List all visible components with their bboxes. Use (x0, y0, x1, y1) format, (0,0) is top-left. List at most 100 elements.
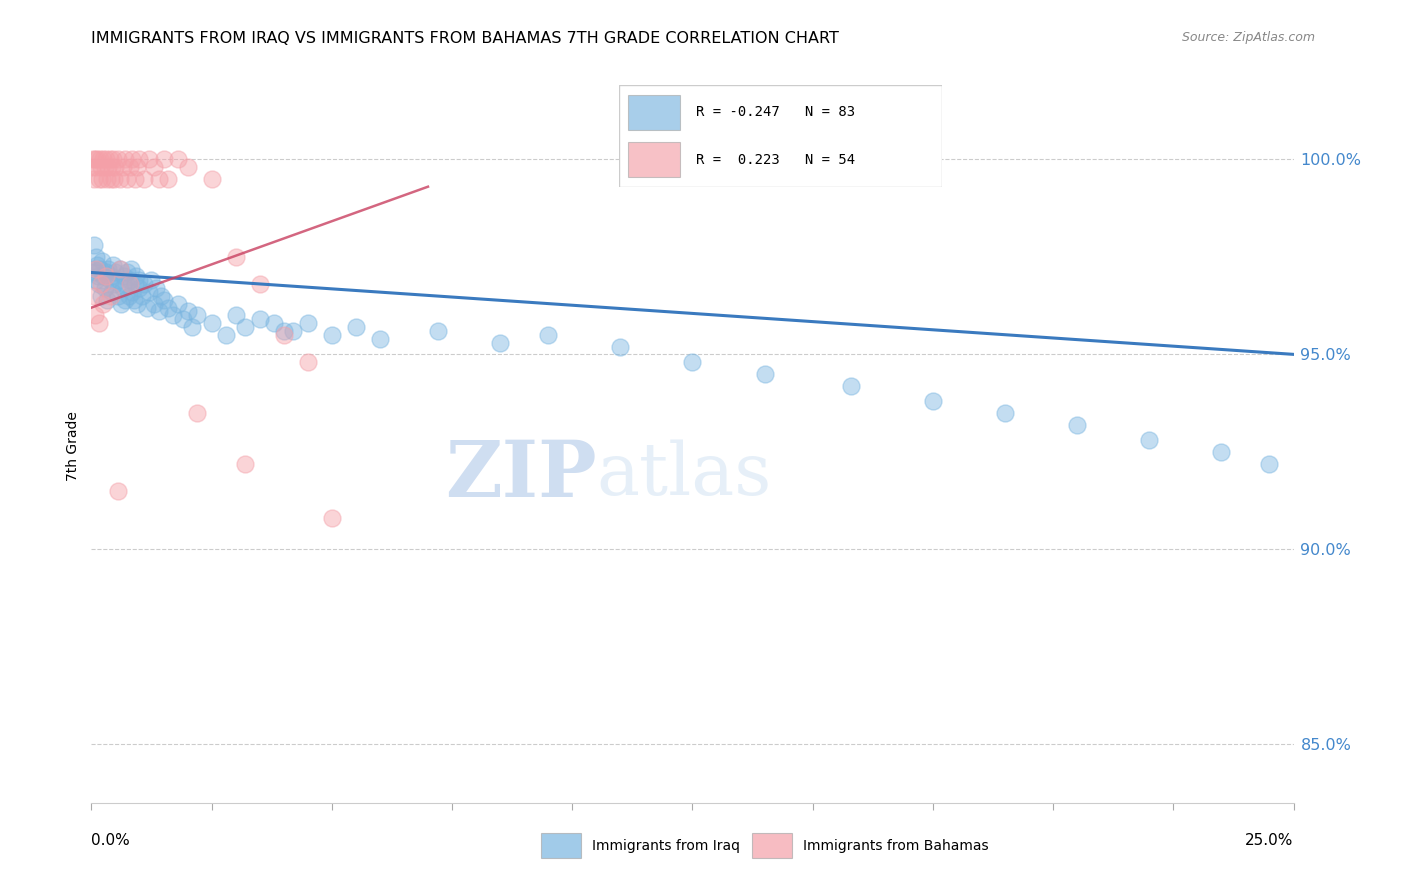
Point (93, 296, 115, 310)
Point (176, 304, 198, 318)
Point (150, 289, 173, 303)
Point (84, 250, 107, 264)
Point (84, 153, 107, 167)
Y-axis label: 7th Grade: 7th Grade (66, 411, 80, 481)
Point (344, 320, 367, 334)
Text: atlas: atlas (596, 439, 772, 510)
Point (89, 261, 111, 276)
Point (110, 261, 132, 276)
Point (121, 285, 143, 299)
Point (94, 281, 117, 295)
Point (90, 160, 112, 174)
Point (118, 160, 141, 174)
Point (839, 378, 862, 392)
Point (134, 172, 156, 186)
Point (225, 309, 247, 323)
Point (124, 172, 146, 186)
Point (128, 153, 150, 167)
Point (1258, 457, 1281, 471)
Point (98, 273, 121, 287)
Point (100, 172, 122, 186)
Point (86, 153, 108, 167)
Point (118, 273, 141, 287)
Point (103, 277, 125, 292)
Point (84, 273, 107, 287)
Point (128, 273, 150, 287)
Point (157, 301, 180, 315)
Point (125, 160, 148, 174)
Point (87, 316, 110, 330)
Point (609, 340, 631, 354)
Point (100, 269, 122, 284)
Point (1211, 445, 1233, 459)
Point (110, 296, 132, 310)
Point (142, 296, 165, 310)
Point (87, 172, 110, 186)
Point (120, 261, 142, 276)
Point (83, 289, 105, 303)
Point (98, 153, 121, 167)
Point (94, 160, 117, 174)
Point (115, 277, 138, 292)
Point (107, 483, 129, 498)
Point (87, 269, 110, 284)
Point (138, 153, 160, 167)
Point (100, 289, 122, 303)
Point (148, 304, 170, 318)
Point (83, 238, 105, 252)
Point (426, 324, 449, 338)
Text: R = -0.247   N = 83: R = -0.247 N = 83 (696, 105, 855, 120)
Point (142, 160, 165, 174)
Point (107, 289, 129, 303)
Point (124, 269, 146, 284)
Point (82, 160, 104, 174)
Point (297, 316, 319, 330)
Point (233, 457, 256, 471)
Point (321, 327, 343, 342)
Point (90, 277, 112, 292)
Point (84, 160, 107, 174)
Point (145, 281, 167, 295)
Point (167, 296, 190, 310)
Text: Source: ZipAtlas.com: Source: ZipAtlas.com (1181, 31, 1315, 45)
Point (97, 160, 120, 174)
Point (100, 285, 122, 299)
Point (157, 172, 180, 186)
Point (186, 309, 208, 323)
Point (112, 269, 135, 284)
Point (108, 273, 131, 287)
Bar (628, 95, 681, 130)
Point (101, 258, 124, 272)
Point (117, 265, 139, 279)
Point (233, 320, 256, 334)
Point (489, 335, 512, 350)
Point (104, 265, 127, 279)
Point (141, 273, 163, 287)
Point (121, 153, 143, 167)
Point (83, 172, 105, 186)
Point (215, 327, 238, 342)
Point (135, 301, 157, 315)
Point (134, 277, 156, 292)
Point (131, 289, 153, 303)
Point (273, 324, 295, 338)
Point (83, 265, 105, 279)
Point (100, 160, 122, 174)
Point (107, 153, 129, 167)
Point (87, 277, 110, 292)
Point (111, 160, 134, 174)
Point (93, 153, 115, 167)
Point (128, 281, 150, 295)
Point (111, 281, 134, 295)
Point (181, 320, 204, 334)
Point (152, 293, 174, 307)
Point (82, 261, 104, 276)
Point (104, 160, 127, 174)
Point (148, 172, 170, 186)
Point (118, 277, 141, 292)
Point (83, 309, 105, 323)
Point (125, 296, 148, 310)
Text: 0.0%: 0.0% (91, 833, 131, 847)
Point (186, 406, 208, 420)
Point (86, 258, 108, 272)
